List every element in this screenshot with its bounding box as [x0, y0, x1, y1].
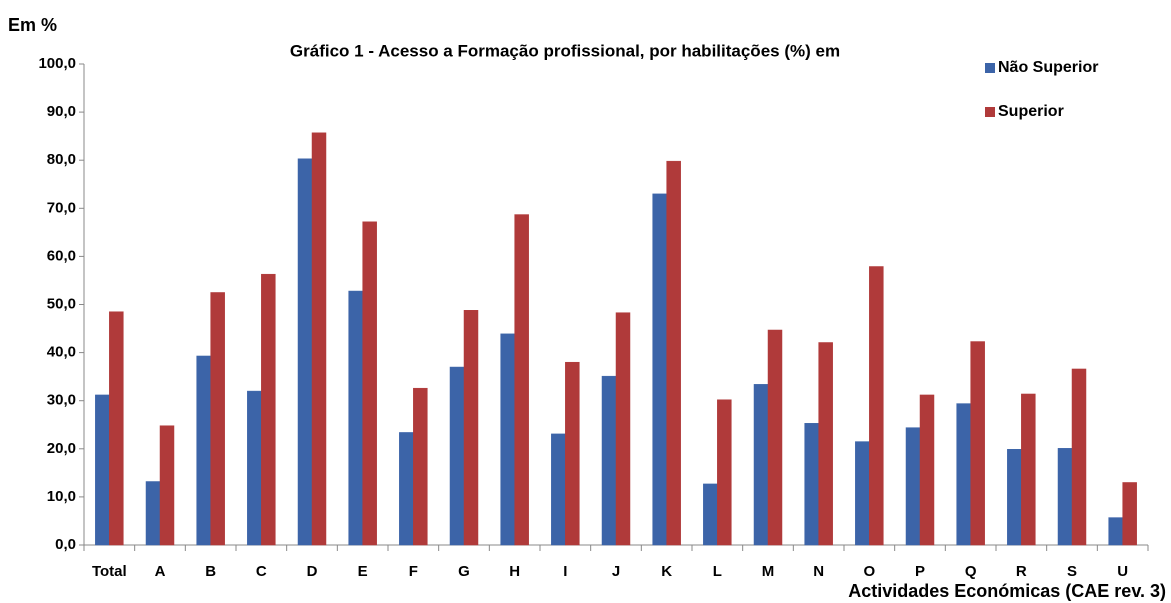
- bar: [1071, 368, 1087, 546]
- bar: [514, 214, 529, 546]
- bar: [818, 342, 833, 546]
- x-tick-label: O: [863, 563, 875, 580]
- bar: [905, 427, 921, 546]
- bar: [463, 310, 479, 546]
- bar: [652, 193, 667, 546]
- x-tick-label: J: [612, 563, 620, 580]
- legend-swatch: [985, 63, 995, 73]
- bar: [1057, 448, 1073, 546]
- bar: [1108, 517, 1123, 546]
- x-axis-label: Actividades Económicas (CAE rev. 3): [848, 581, 1166, 601]
- bar: [855, 441, 870, 546]
- bar: [297, 158, 313, 546]
- bar: [247, 390, 262, 546]
- y-tick-label: 10,0: [47, 488, 76, 505]
- bar: [145, 481, 161, 546]
- bar: [919, 394, 935, 546]
- bar: [95, 394, 110, 546]
- bar: [449, 366, 465, 546]
- y-tick-label: 50,0: [47, 295, 76, 312]
- x-tick-label: F: [409, 563, 418, 580]
- y-tick-label: 70,0: [47, 199, 76, 216]
- legend-label: Superior: [998, 103, 1064, 120]
- x-tick-label: K: [661, 563, 672, 580]
- bar: [767, 329, 783, 546]
- x-tick-label: P: [915, 563, 925, 580]
- y-tick-label: 30,0: [47, 392, 76, 409]
- y-tick-label: 40,0: [47, 344, 76, 361]
- chart-title: Gráfico 1 - Acesso a Formação profission…: [290, 41, 840, 60]
- y-tick-label: 20,0: [47, 440, 76, 457]
- x-tick-label: C: [256, 563, 267, 580]
- bar: [500, 333, 515, 546]
- y-tick-label: 90,0: [47, 103, 76, 120]
- x-tick-label: G: [458, 563, 470, 580]
- legend-label: Não Superior: [998, 59, 1098, 76]
- x-tick-label: I: [563, 563, 567, 580]
- bar: [565, 361, 580, 546]
- x-tick-label: R: [1016, 563, 1027, 580]
- bar: [196, 355, 211, 546]
- bar: [399, 432, 414, 546]
- bar: [348, 290, 363, 546]
- x-tick-label: L: [713, 563, 722, 580]
- bar: [804, 423, 819, 546]
- bar: [1007, 449, 1022, 546]
- bar: [109, 311, 124, 546]
- x-tick-label: M: [762, 563, 775, 580]
- x-tick-label: U: [1117, 563, 1128, 580]
- x-tick-label: Q: [965, 563, 977, 580]
- x-tick-label: Total: [92, 563, 127, 580]
- bar: [1122, 482, 1137, 546]
- bar: [311, 132, 327, 546]
- y-tick-label: 100,0: [38, 55, 76, 72]
- bar: [1021, 393, 1036, 546]
- x-tick-label: E: [358, 563, 368, 580]
- bar: [956, 403, 971, 546]
- bar: [601, 375, 617, 546]
- bar: [413, 387, 428, 546]
- y-axis-label: Em %: [8, 15, 57, 35]
- bar: [970, 341, 985, 546]
- bar: [703, 483, 718, 546]
- bar: [261, 273, 276, 546]
- x-tick-label: D: [307, 563, 318, 580]
- x-tick-label: H: [509, 563, 520, 580]
- bar: [615, 312, 631, 546]
- bar: [210, 292, 225, 546]
- bar: [362, 221, 377, 546]
- y-tick-label: 80,0: [47, 151, 76, 168]
- bar: [717, 399, 732, 546]
- x-tick-label: N: [813, 563, 824, 580]
- x-tick-label: A: [155, 563, 166, 580]
- x-tick-label: S: [1067, 563, 1077, 580]
- bar: [159, 425, 175, 546]
- bar: [753, 384, 769, 546]
- legend-swatch: [985, 107, 995, 117]
- y-tick-label: 60,0: [47, 247, 76, 264]
- x-tick-label: B: [205, 563, 216, 580]
- bar: [869, 266, 884, 546]
- bar: [666, 160, 681, 546]
- bar: [551, 433, 566, 546]
- y-tick-label: 0,0: [55, 536, 76, 553]
